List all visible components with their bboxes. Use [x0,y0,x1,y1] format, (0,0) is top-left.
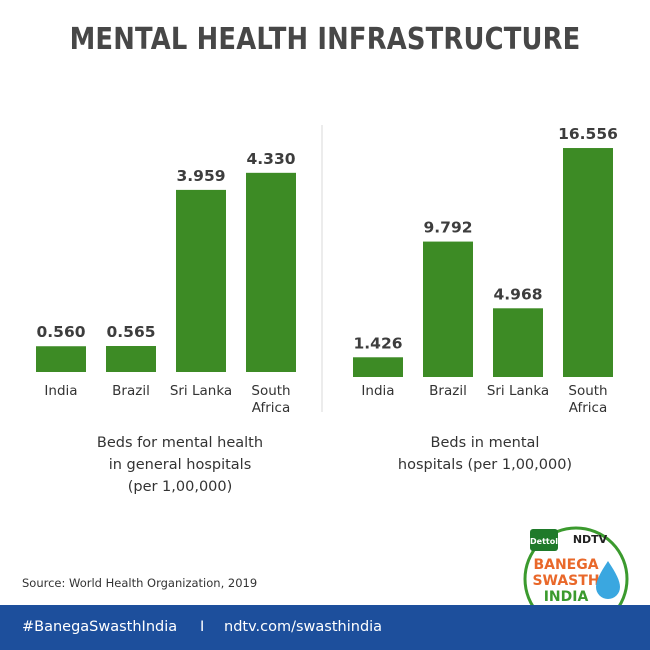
chart1-caption-line: in general hospitals [108,457,252,473]
chart1-caption-line: (per 1,00,000) [127,479,233,495]
footer-url[interactable]: ndtv.com/swasthindia [224,619,383,635]
dettol-logo-text: Dettol [530,537,558,546]
chart1-value-label-2: 3.959 [176,167,225,185]
chart1-caption-line: Beds for mental health [96,435,264,451]
logo-line-swasth: SWASTH [532,573,599,589]
chart2-category-label-1: Brazil [429,383,467,399]
chart2-category-label-2: Sri Lanka [487,383,549,399]
chart2-caption-line: Beds in mental [430,435,540,451]
chart2-bar-3 [563,148,613,377]
chart1-caption: Beds for mental health in general hospit… [30,432,330,498]
chart2-bar-2 [493,308,543,377]
page-title: MENTAL HEALTH INFRASTRUCTURE [69,22,581,57]
chart1-bar-2 [176,189,226,372]
chart1-value-label-3: 4.330 [246,150,295,168]
footer-hashtag: #BanegaSwasthIndia [22,619,178,635]
footer-bar: #BanegaSwasthIndia I ndtv.com/swasthindi… [0,605,650,650]
chart2-value-label-1: 9.792 [423,219,472,237]
chart2-bar-0 [353,357,403,377]
chart2-value-label-0: 1.426 [353,334,402,352]
chart2-category-label-3: South Africa [568,383,607,416]
chart2-caption: Beds in mental hospitals (per 1,00,000) [335,432,635,476]
chart-general-hospitals: 0.560 India 0.565 Brazil 3.959 Sri Lanka 4.330… [36,150,296,416]
chart1-category-label-0: India [44,383,77,399]
logo-line-banega: BANEGA [533,557,598,573]
ndtv-logo-text: NDTV [573,533,608,546]
water-drop-icon [596,561,620,599]
banega-swasth-india-logo: Dettol NDTV BANEGA SWASTH INDIA [523,526,629,632]
chart1-value-label-1: 0.565 [106,323,155,341]
chart2-bar-1 [423,241,473,377]
source-note: Source: World Health Organization, 2019 [22,576,258,590]
footer-separator: I [200,619,205,635]
chart2-value-label-2: 4.968 [493,285,542,303]
chart-mental-hospitals: 1.426 India 9.792 Brazil 4.968 Sri Lanka 16.55… [353,125,618,416]
chart2-value-label-3: 16.556 [558,125,618,143]
logo-line-india: INDIA [544,589,589,605]
chart1-category-label-1: Brazil [112,383,150,399]
chart1-value-label-0: 0.560 [36,323,85,341]
chart1-bar-0 [36,346,86,372]
chart1-category-label-3: South Africa [251,383,290,416]
chart1-category-label-2: Sri Lanka [170,383,232,399]
chart2-caption-line: hospitals (per 1,00,000) [397,457,573,473]
chart2-category-label-0: India [361,383,394,399]
chart1-bar-3 [246,172,296,372]
chart1-bar-1 [106,346,156,372]
bar-charts: 0.560 India 0.565 Brazil 3.959 Sri Lanka 4.330… [36,125,618,416]
